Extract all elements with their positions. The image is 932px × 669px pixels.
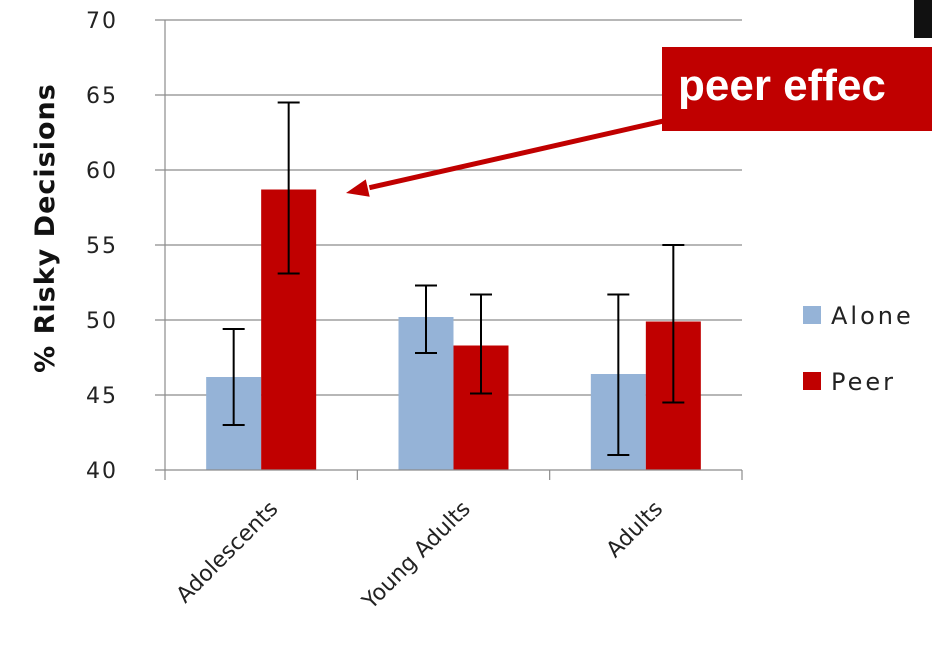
- legend-label-peer: Peer: [831, 368, 896, 396]
- legend: Alone Peer: [803, 302, 914, 396]
- x-tick-label: Young Adults: [357, 497, 476, 616]
- cropped-glyph: [914, 0, 932, 38]
- y-axis-label: % Risky Decisions: [30, 83, 61, 373]
- y-tick-label: 40: [86, 459, 118, 484]
- peer-effect-callout: peer effec: [662, 47, 932, 131]
- y-tick-label: 50: [86, 309, 118, 334]
- y-tick-label: 45: [86, 384, 118, 409]
- y-tick-label: 65: [86, 84, 118, 109]
- annotation-arrow: [346, 112, 691, 197]
- y-tick-label: 70: [86, 9, 118, 34]
- x-tick-labels: Adolescents Young Adults Adults: [172, 497, 668, 616]
- arrow-head: [346, 179, 370, 197]
- y-tick-label: 55: [86, 234, 118, 259]
- y-tick-label: 60: [86, 159, 118, 184]
- y-tick-labels: 40 45 50 55 60 65 70: [86, 9, 118, 484]
- axes: [155, 20, 743, 480]
- x-tick-label: Adolescents: [172, 497, 284, 609]
- legend-swatch-alone: [803, 306, 821, 324]
- callout-text: peer effec: [678, 61, 886, 110]
- x-tick-label: Adults: [602, 497, 668, 563]
- legend-swatch-peer: [803, 372, 821, 390]
- error-bars: [222, 101, 685, 456]
- arrow-shaft: [368, 112, 691, 191]
- bars: [206, 189, 701, 470]
- legend-label-alone: Alone: [831, 302, 914, 330]
